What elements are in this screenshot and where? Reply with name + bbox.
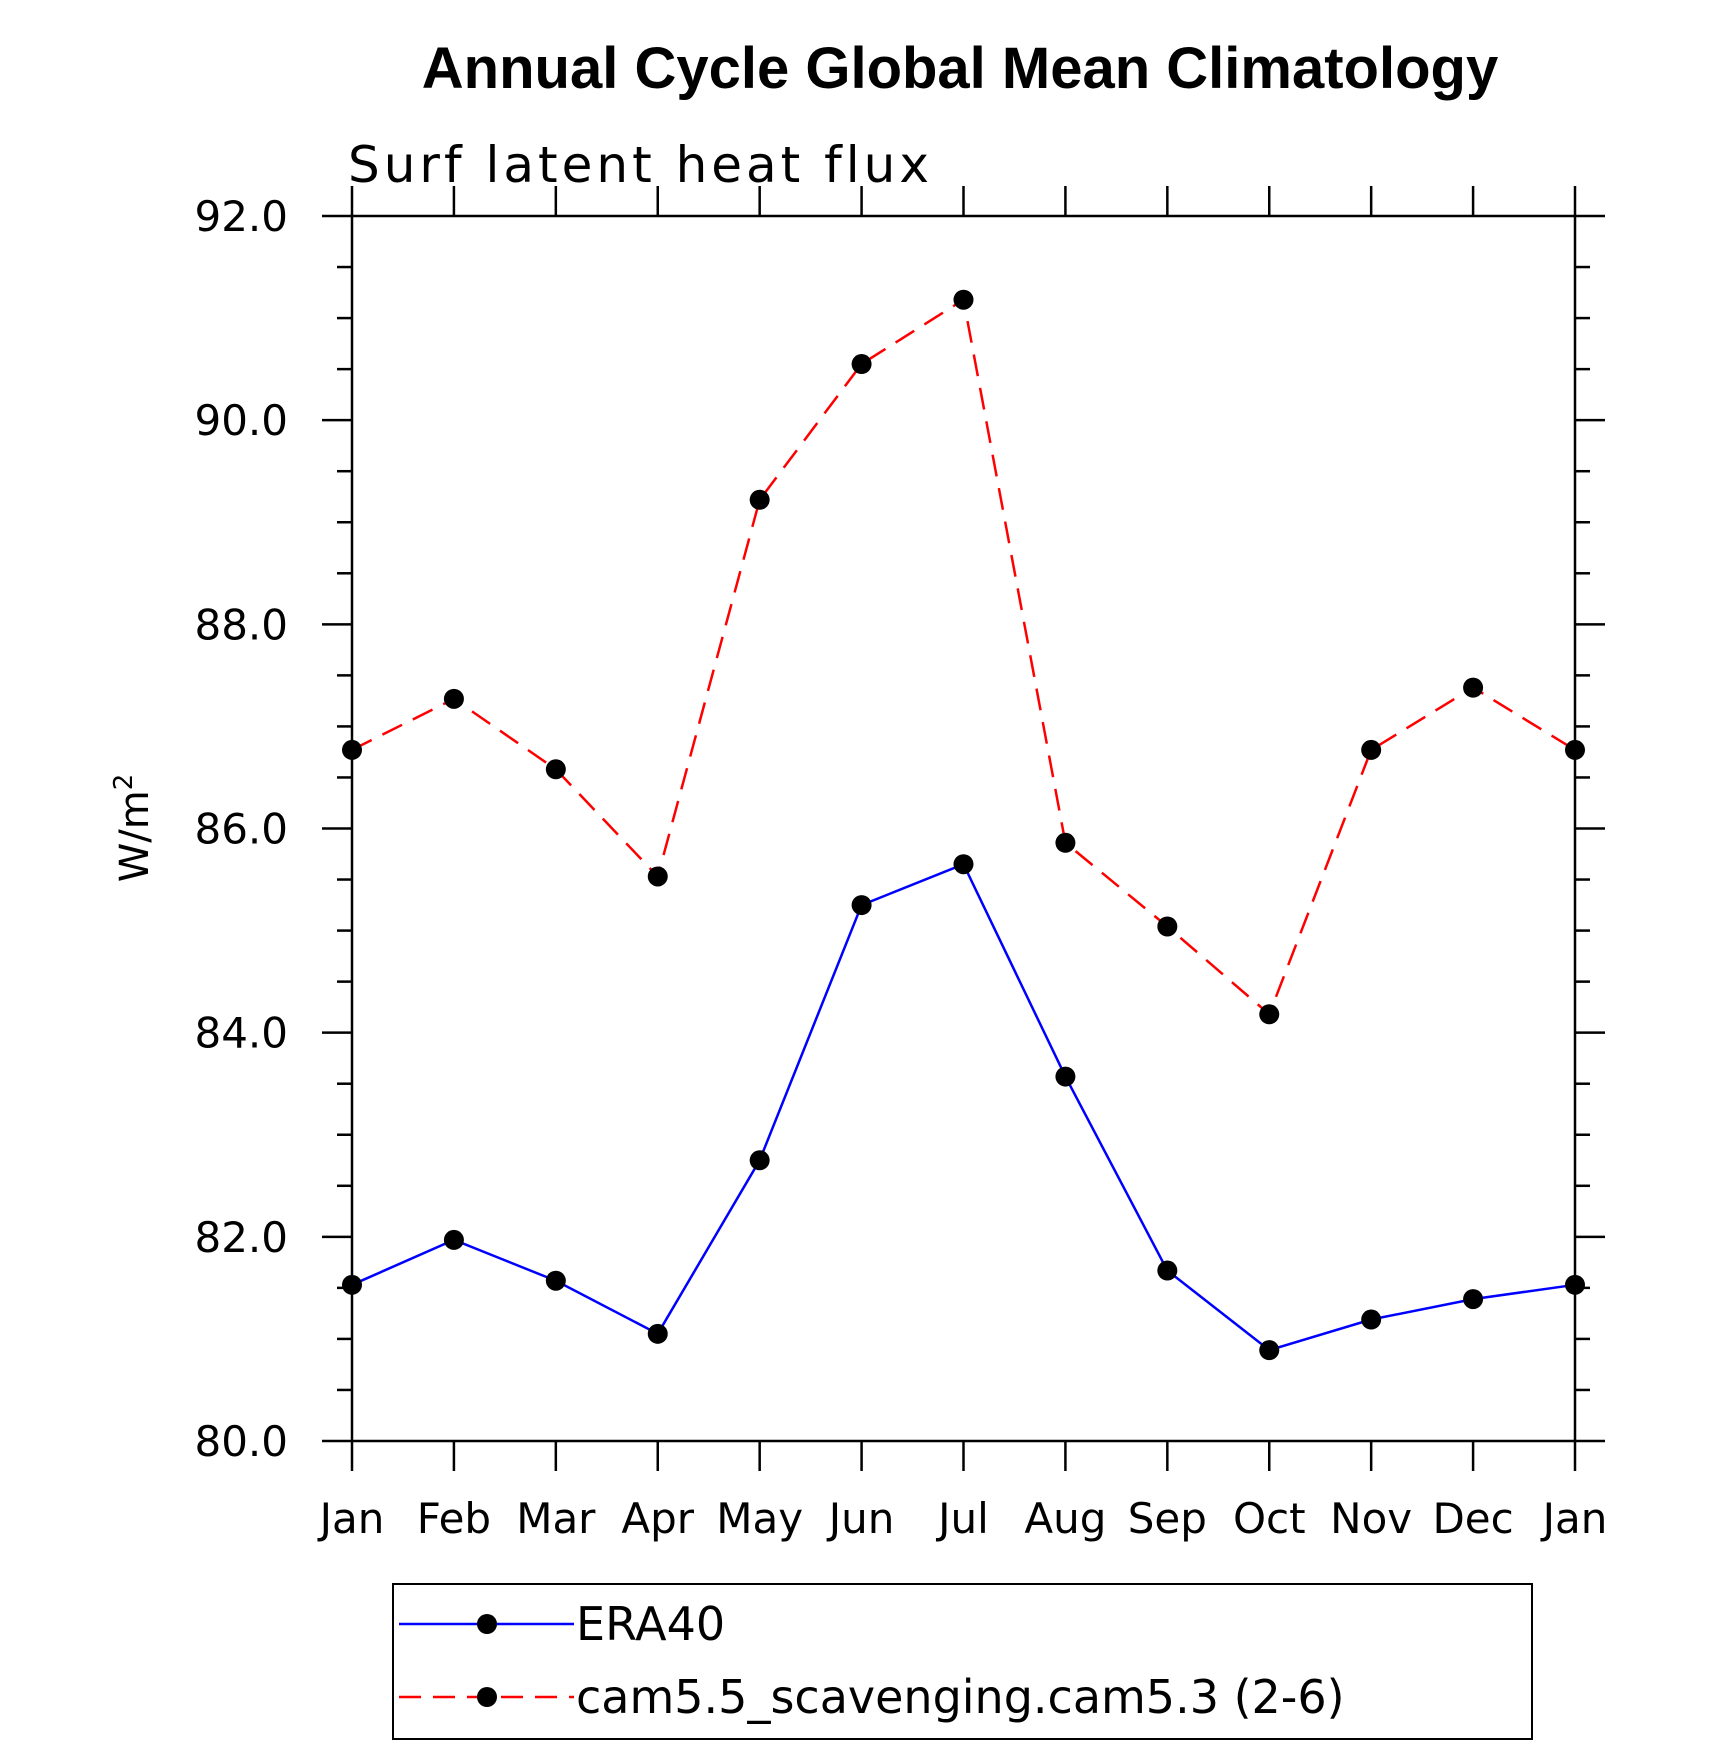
series-layer [342, 289, 1585, 1361]
x-tick-label: Jan [1540, 1494, 1608, 1543]
legend-marker-cam5 [477, 1687, 497, 1707]
y-axis-ticks [322, 214, 1605, 1443]
legend-box [392, 1583, 1533, 1740]
data-point-1-12 [1565, 739, 1585, 760]
x-tick-label: Feb [417, 1494, 491, 1543]
legend-label-cam5: cam5.5_scavenging.cam5.3 (2-6) [576, 1670, 1345, 1724]
data-point-1-11 [1463, 677, 1484, 698]
y-tick-label: 84.0 [194, 1009, 288, 1058]
data-point-1-9 [1259, 1004, 1280, 1025]
x-tick-label: Apr [621, 1494, 694, 1543]
y-tick-label: 88.0 [194, 600, 288, 649]
data-point-0-12 [1565, 1274, 1585, 1295]
y-tick-label: 86.0 [194, 805, 288, 854]
y-axis-label-superscript: 2 [109, 774, 139, 791]
data-point-0-7 [1055, 1066, 1076, 1087]
data-point-1-6 [953, 289, 974, 310]
x-tick-label: Jun [826, 1494, 895, 1543]
x-axis-tick-labels: Jan Feb Mar Apr May Jun Jul Aug Sep Oct Nov Dec Jan [317, 1494, 1608, 1543]
y-tick-label: 80.0 [194, 1417, 288, 1466]
series-line-1 [351, 297, 1576, 1017]
x-tick-label: Oct [1233, 1494, 1306, 1543]
series-line-0 [351, 862, 1576, 1352]
data-point-0-9 [1259, 1340, 1280, 1361]
data-point-0-5 [851, 895, 872, 916]
y-tick-label: 92.0 [194, 192, 288, 241]
data-point-0-8 [1157, 1260, 1178, 1281]
data-point-1-3 [647, 866, 668, 887]
data-point-0-10 [1361, 1309, 1382, 1330]
data-point-1-4 [749, 489, 770, 510]
legend-label-era40: ERA40 [576, 1597, 725, 1651]
data-point-1-10 [1361, 739, 1382, 760]
x-tick-label: Aug [1024, 1494, 1106, 1543]
data-point-0-6 [953, 854, 974, 875]
chart-title: Annual Cycle Global Mean Climatology [422, 36, 1498, 101]
y-tick-label: 82.0 [194, 1213, 288, 1262]
chart-subtitle: Surf latent heat flux [348, 136, 933, 194]
x-tick-label: Jan [317, 1494, 385, 1543]
data-point-0-1 [443, 1229, 464, 1250]
data-point-1-7 [1055, 832, 1076, 853]
x-tick-label: Jul [935, 1494, 989, 1543]
x-tick-label: Dec [1432, 1494, 1513, 1543]
y-axis-label: W/m2 [109, 774, 158, 883]
data-point-1-2 [545, 759, 566, 780]
x-tick-label: Nov [1330, 1494, 1412, 1543]
x-tick-label: May [716, 1494, 803, 1543]
data-point-0-2 [545, 1270, 566, 1291]
data-point-0-11 [1463, 1289, 1484, 1310]
y-axis-label-text: W/m [112, 790, 158, 882]
data-point-0-0 [342, 1274, 362, 1295]
svg-text:W/m2: W/m2 [109, 774, 158, 883]
data-point-0-3 [647, 1323, 668, 1344]
x-axis-ticks [350, 186, 1577, 1471]
data-point-1-8 [1157, 916, 1178, 937]
legend: ERA40 cam5.5_scavenging.cam5.3 (2-6) [392, 1583, 1533, 1740]
y-tick-label: 90.0 [194, 396, 288, 445]
y-axis-tick-labels: 80.0 82.0 84.0 86.0 88.0 90.0 92.0 [194, 192, 288, 1466]
x-tick-label: Sep [1128, 1494, 1207, 1543]
data-point-1-1 [443, 688, 464, 709]
legend-marker-era40 [477, 1614, 497, 1634]
data-point-1-0 [342, 739, 362, 760]
data-point-0-4 [749, 1150, 770, 1171]
data-point-1-5 [851, 354, 872, 375]
x-tick-label: Mar [516, 1494, 596, 1543]
plot-frame [350, 214, 1577, 1443]
